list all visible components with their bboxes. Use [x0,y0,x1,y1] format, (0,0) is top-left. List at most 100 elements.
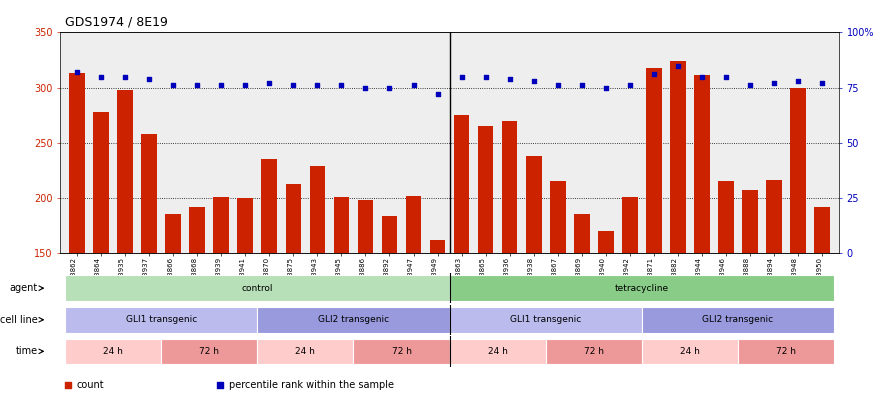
Bar [450,307,642,333]
Bar [454,115,469,405]
Text: 72 h: 72 h [584,347,604,356]
Bar [142,134,157,405]
Point [671,62,685,69]
Text: 72 h: 72 h [776,347,796,356]
Bar [546,339,642,364]
Point [815,80,829,86]
Text: count: count [77,380,104,390]
Text: 24 h: 24 h [104,347,123,356]
Bar [69,73,85,405]
Bar [65,275,450,301]
Point [719,73,733,80]
Point [695,73,709,80]
Point [311,82,325,89]
Point [335,82,349,89]
Text: 24 h: 24 h [296,347,315,356]
Point [743,82,758,89]
Bar [598,231,613,405]
Text: GLI2 transgenic: GLI2 transgenic [318,315,389,324]
Bar [310,166,325,405]
Bar [646,68,662,405]
Point [623,82,637,89]
Point [527,78,541,84]
Point [118,73,132,80]
Bar [642,307,835,333]
Bar [738,339,835,364]
Text: GDS1974 / 8E19: GDS1974 / 8E19 [65,15,167,28]
Bar [450,275,835,301]
Bar [213,197,229,405]
Bar [93,112,109,405]
Bar [189,207,205,405]
Text: 24 h: 24 h [488,347,508,356]
Point [503,75,517,82]
Text: agent: agent [10,283,38,293]
Point [358,84,373,91]
Point [430,91,444,98]
Point [166,82,181,89]
Point [212,382,227,389]
Point [406,82,420,89]
Bar [118,90,133,405]
Bar [430,240,445,405]
Point [61,382,75,389]
Bar [381,215,397,405]
Text: 72 h: 72 h [391,347,412,356]
Point [550,82,565,89]
Point [142,75,156,82]
Text: control: control [242,284,273,293]
Bar [165,215,181,405]
Bar [550,181,566,405]
Text: GLI1 transgenic: GLI1 transgenic [510,315,581,324]
Bar [334,197,350,405]
Bar [622,197,638,405]
Bar [65,307,258,333]
Point [382,84,396,91]
Point [767,80,781,86]
Bar [694,75,710,405]
Bar [478,126,494,405]
Text: time: time [16,346,38,356]
Bar [261,159,277,405]
Point [70,69,84,75]
Bar [670,61,686,405]
Bar [450,339,546,364]
Bar [719,181,734,405]
Point [190,82,204,89]
Text: cell line: cell line [0,315,38,325]
Text: 72 h: 72 h [199,347,219,356]
Bar [161,339,258,364]
Text: GLI1 transgenic: GLI1 transgenic [126,315,196,324]
Bar [790,87,806,405]
Point [647,71,661,78]
Bar [743,190,758,405]
Text: tetracycline: tetracycline [615,284,669,293]
Bar [766,180,781,405]
Bar [353,339,450,364]
Bar [502,121,518,405]
Bar [237,198,253,405]
Point [455,73,469,80]
Text: GLI2 transgenic: GLI2 transgenic [703,315,773,324]
Bar [574,215,589,405]
Point [599,84,613,91]
Point [94,73,108,80]
Bar [258,339,353,364]
Point [479,73,493,80]
Point [574,82,589,89]
Bar [526,156,542,405]
Point [238,82,252,89]
Bar [814,207,830,405]
Bar [286,183,301,405]
Bar [642,339,738,364]
Point [286,82,300,89]
Bar [358,200,373,405]
Bar [258,307,450,333]
Point [214,82,228,89]
Bar [65,339,161,364]
Text: percentile rank within the sample: percentile rank within the sample [228,380,394,390]
Text: 24 h: 24 h [680,347,700,356]
Point [791,78,805,84]
Point [262,80,276,86]
Bar [405,196,421,405]
